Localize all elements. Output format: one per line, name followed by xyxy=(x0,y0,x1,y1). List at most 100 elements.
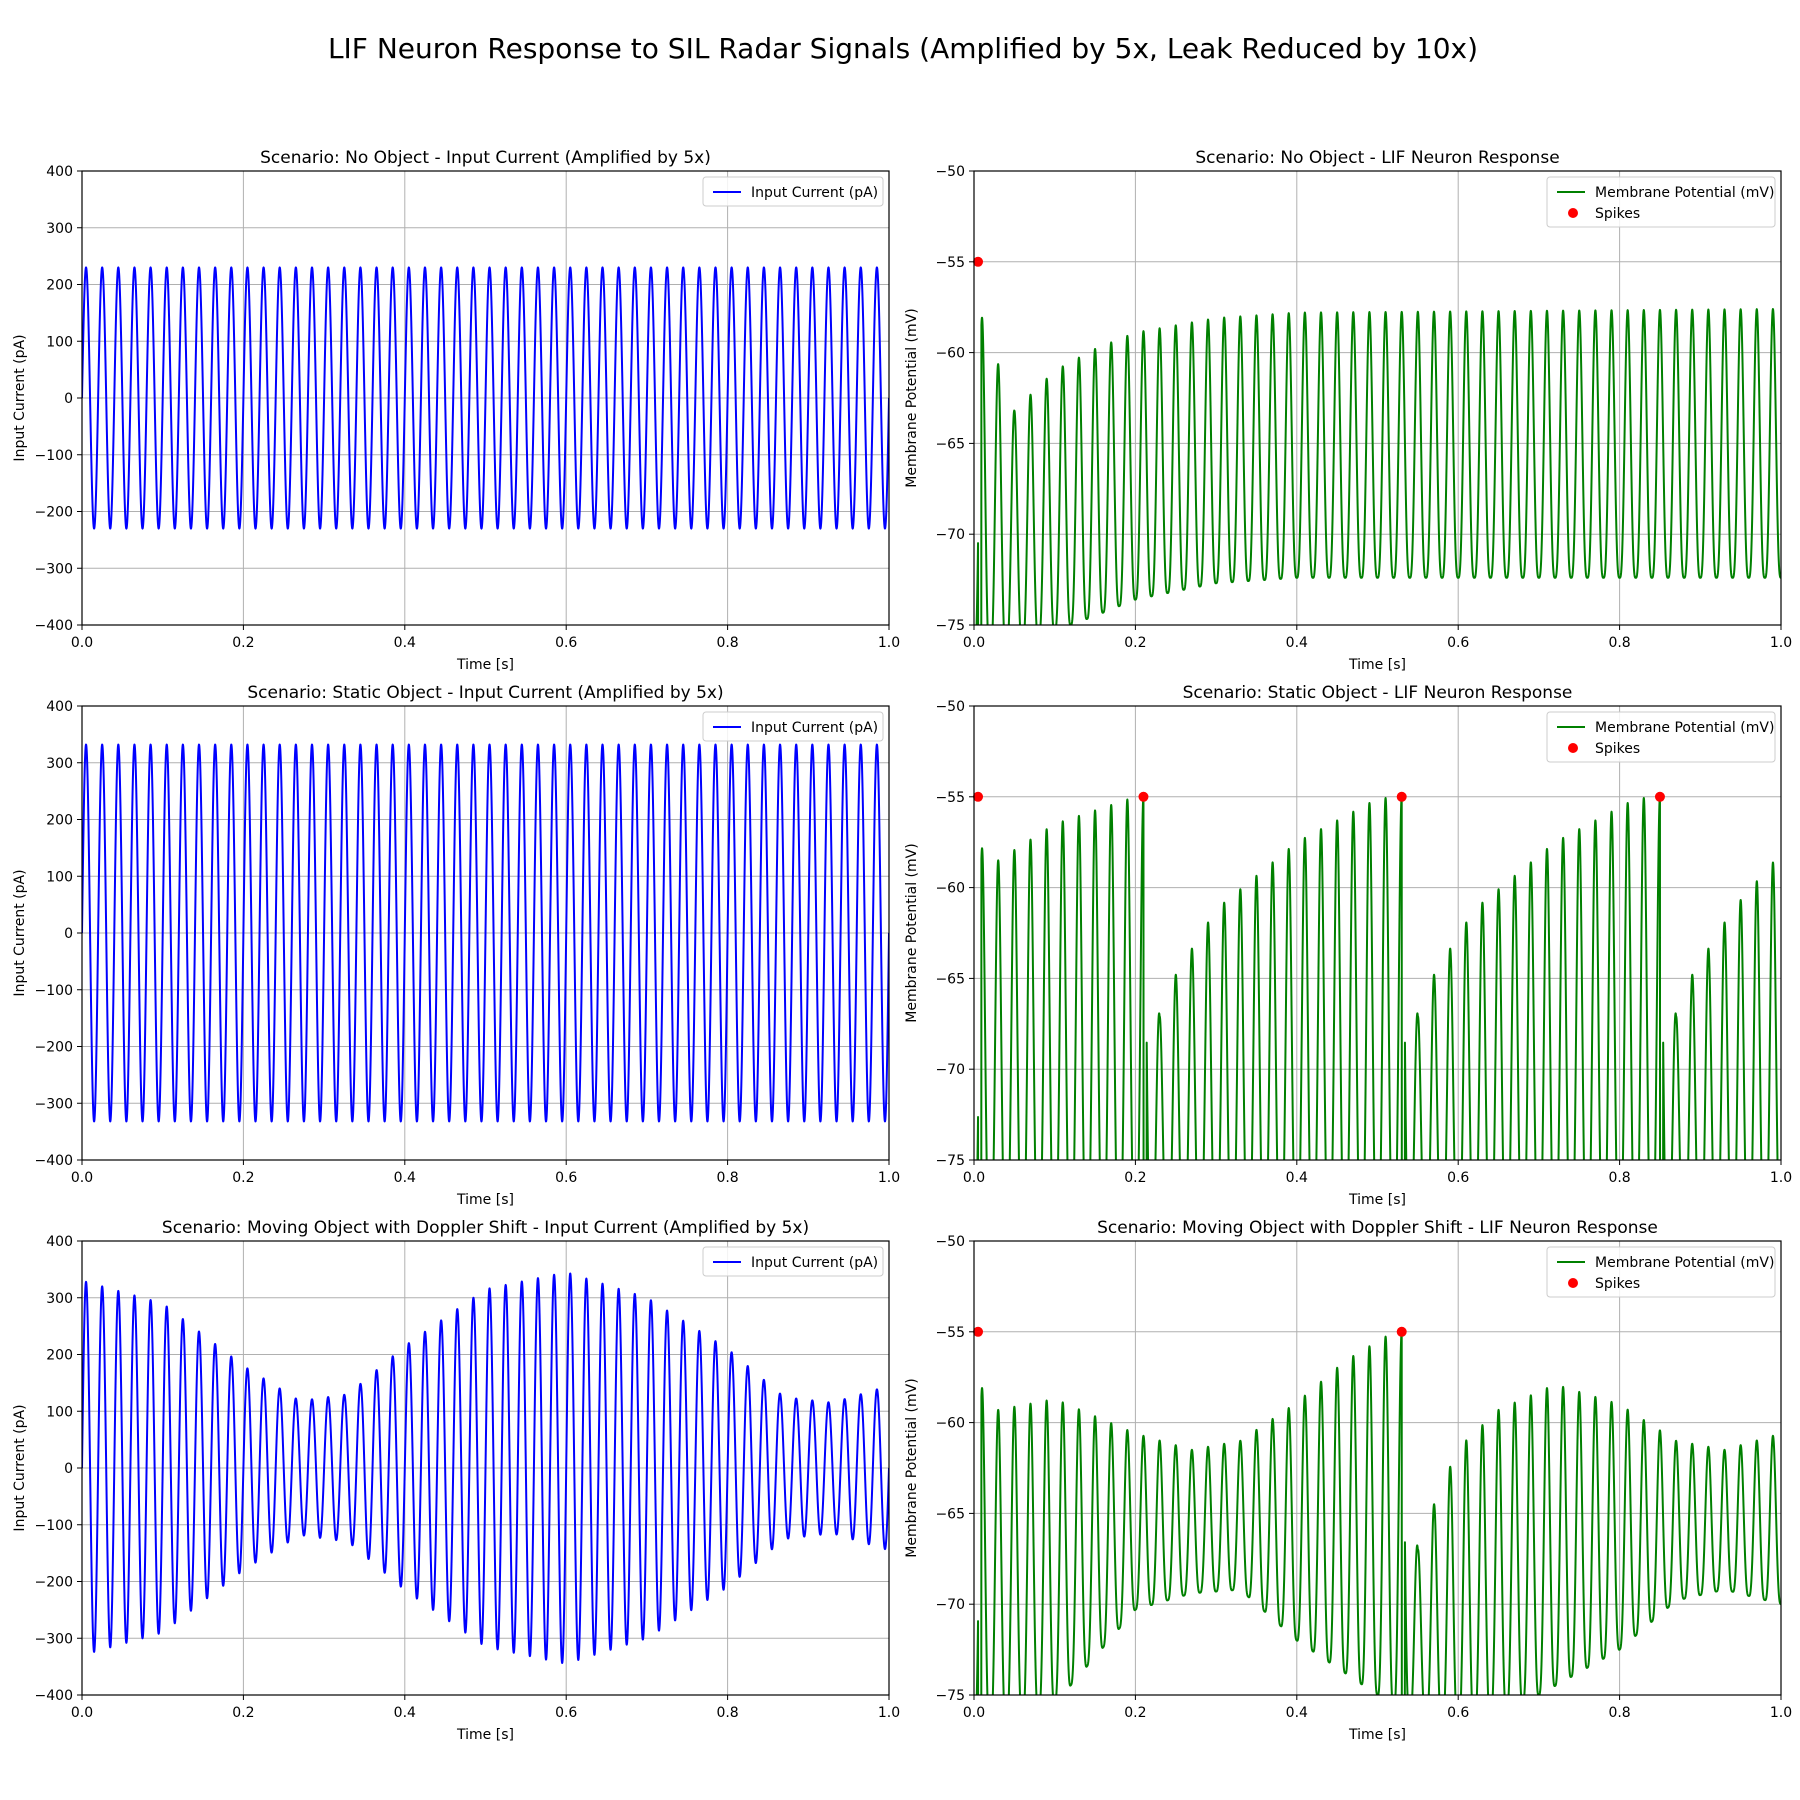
x-tick-label: 1.0 xyxy=(878,1705,900,1721)
plot-area xyxy=(975,1330,1781,1695)
x-tick-label: 0.6 xyxy=(1447,1705,1469,1721)
y-tick-label: 400 xyxy=(46,164,73,180)
legend-box xyxy=(1546,1246,1776,1298)
y-tick-label: −65 xyxy=(935,971,965,987)
y-tick-label: −400 xyxy=(35,1153,73,1169)
legend-label: Spikes xyxy=(1595,206,1640,222)
y-tick-label: 100 xyxy=(46,869,73,885)
subplot-5: 0.0 0.2 0.4 0.6 0.8 1.0 −400 −300 −200 −100 0 100 20… xyxy=(12,1218,900,1743)
x-tick-label: 0.0 xyxy=(71,1705,93,1721)
x-tick-label: 0.0 xyxy=(963,1170,985,1186)
y-tick-label: −100 xyxy=(35,983,73,999)
subplot-6: 0.0 0.2 0.4 0.6 0.8 1.0 −75 −70 −65 −60 −55 −50 Scen… xyxy=(904,1218,1792,1743)
series-line-1 xyxy=(82,1272,889,1664)
x-tick-label: 0.4 xyxy=(1286,1170,1308,1186)
x-tick-label: 0.4 xyxy=(1286,1705,1308,1721)
y-tick-label: −55 xyxy=(935,1325,965,1341)
y-tick-label: −100 xyxy=(35,1518,73,1534)
y-tick-label: 0 xyxy=(64,1461,73,1477)
x-tick-label: 0.8 xyxy=(1608,1170,1630,1186)
subplot-grid: 0.0 0.2 0.4 0.6 0.8 1.0 −400 −300 −200 −100 0 100 20… xyxy=(12,148,1792,1743)
x-tick-label: 0.8 xyxy=(1608,1705,1630,1721)
subplot-title: Scenario: Moving Object with Doppler Shi… xyxy=(1097,1218,1658,1238)
y-tick-label: −70 xyxy=(935,527,965,543)
spike-marker xyxy=(973,1326,984,1337)
subplot-4: 0.0 0.2 0.4 0.6 0.8 1.0 −75 −70 −65 −60 −55 −50 Scen… xyxy=(904,683,1792,1208)
y-tick-label: 400 xyxy=(46,1234,73,1250)
subplot-title: Scenario: Moving Object with Doppler Shi… xyxy=(162,1218,809,1238)
legend-label: Membrane Potential (mV) xyxy=(1595,1255,1774,1271)
y-tick-label: −60 xyxy=(935,881,965,897)
y-tick-label: 300 xyxy=(46,221,73,237)
legend-marker xyxy=(1568,743,1578,753)
legend-box xyxy=(702,711,884,742)
x-axis-label: Time [s] xyxy=(456,1727,514,1743)
y-tick-label: −400 xyxy=(35,1688,73,1704)
x-tick-label: 1.0 xyxy=(878,1170,900,1186)
plot-area xyxy=(975,308,1781,625)
y-tick-label: 300 xyxy=(46,1291,73,1307)
x-tick-label: 0.8 xyxy=(716,1705,738,1721)
x-tick-label: 0.2 xyxy=(232,1170,254,1186)
y-tick-label: 0 xyxy=(64,391,73,407)
y-tick-label: −70 xyxy=(935,1597,965,1613)
legend-box xyxy=(702,176,884,207)
x-tick-label: 0.6 xyxy=(1447,635,1469,651)
spike-marker xyxy=(1396,791,1407,802)
legend-box xyxy=(702,1246,884,1277)
subplot-3: 0.0 0.2 0.4 0.6 0.8 1.0 −400 −300 −200 −100 0 100 20… xyxy=(12,683,900,1208)
x-tick-label: 0.0 xyxy=(963,1705,985,1721)
y-tick-label: −55 xyxy=(935,790,965,806)
y-tick-label: 200 xyxy=(46,278,73,294)
axes-frame xyxy=(973,1240,1782,1696)
legend-label: Input Current (pA) xyxy=(751,185,878,201)
legend: Input Current (pA) xyxy=(702,1246,884,1277)
legend-label: Spikes xyxy=(1595,1276,1640,1292)
x-tick-label: 0.4 xyxy=(394,635,416,651)
x-tick-label: 0.4 xyxy=(1286,635,1308,651)
legend-marker xyxy=(1568,1278,1578,1288)
x-tick-label: 0.0 xyxy=(71,1170,93,1186)
y-tick-label: −200 xyxy=(35,505,73,521)
subplot-title: Scenario: Static Object - Input Current … xyxy=(247,683,723,703)
legend-marker xyxy=(1568,208,1578,218)
y-tick-label: −400 xyxy=(35,618,73,634)
spike-marker xyxy=(973,256,984,267)
x-tick-label: 0.8 xyxy=(716,635,738,651)
series-line-1 xyxy=(975,1330,1781,1695)
y-tick-label: 300 xyxy=(46,756,73,772)
x-tick-label: 0.2 xyxy=(232,1705,254,1721)
y-tick-label: 400 xyxy=(46,699,73,715)
legend-label: Spikes xyxy=(1595,741,1640,757)
plot-area xyxy=(976,795,1779,1160)
axes-frame xyxy=(973,705,1782,1161)
series-line-1 xyxy=(82,743,889,1123)
y-tick-label: 100 xyxy=(46,1404,73,1420)
x-axis-label: Time [s] xyxy=(456,657,514,673)
legend-box xyxy=(1546,711,1776,763)
x-tick-label: 0.6 xyxy=(555,1705,577,1721)
axes-frame xyxy=(973,170,1782,626)
spike-marker xyxy=(1654,791,1665,802)
x-tick-label: 0.8 xyxy=(1608,635,1630,651)
plot-area xyxy=(82,1272,889,1664)
y-tick-label: −200 xyxy=(35,1040,73,1056)
x-tick-label: 0.6 xyxy=(555,1170,577,1186)
y-tick-label: 200 xyxy=(46,1348,73,1364)
subplot-2: 0.0 0.2 0.4 0.6 0.8 1.0 −75 −70 −65 −60 −55 −50 Scen… xyxy=(904,148,1792,673)
y-tick-label: −50 xyxy=(935,164,965,180)
plot-area xyxy=(82,743,889,1123)
subplot-title: Scenario: No Object - LIF Neuron Respons… xyxy=(1195,148,1559,168)
y-tick-label: −65 xyxy=(935,436,965,452)
legend: Membrane Potential (mV) Spikes xyxy=(1546,1246,1776,1298)
x-axis-label: Time [s] xyxy=(1348,1192,1406,1208)
y-tick-label: 100 xyxy=(46,334,73,350)
y-tick-label: −300 xyxy=(35,1631,73,1647)
y-axis-label: Membrane Potential (mV) xyxy=(904,1378,920,1557)
spike-marker xyxy=(1138,791,1149,802)
series-line-1 xyxy=(975,308,1781,625)
x-axis-label: Time [s] xyxy=(456,1192,514,1208)
x-tick-label: 0.2 xyxy=(1124,1170,1146,1186)
legend-label: Membrane Potential (mV) xyxy=(1595,185,1774,201)
